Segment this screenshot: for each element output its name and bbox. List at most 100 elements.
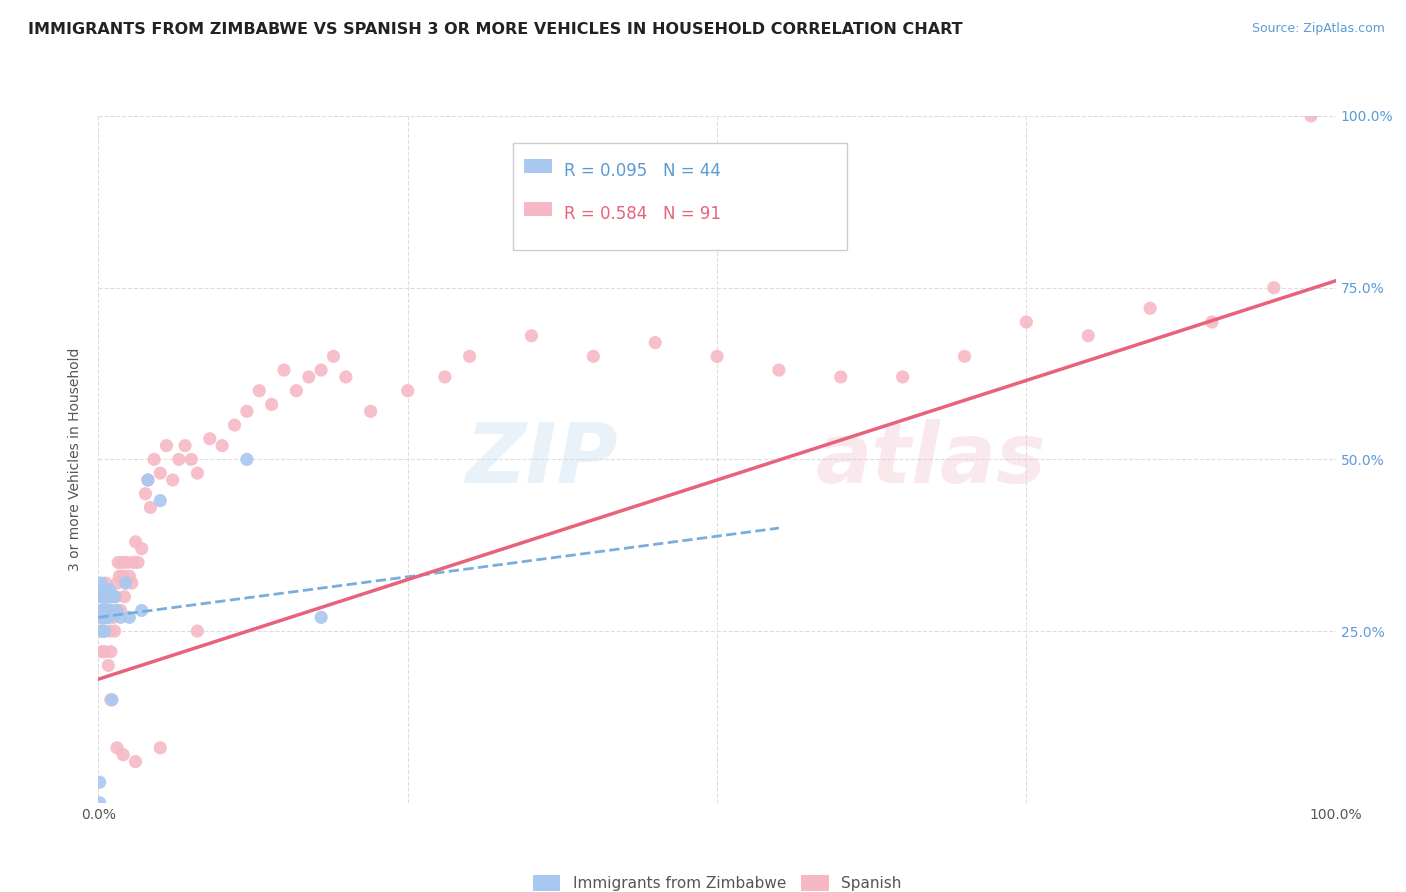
Point [118, 569, 141, 583]
Point [1201, 315, 1223, 329]
Point [90, 590, 112, 604]
Point [100, 603, 122, 617]
Point [891, 370, 914, 384]
Point [103, 590, 125, 604]
Point [93, 624, 115, 639]
Point [953, 350, 976, 364]
Point [105, 576, 128, 591]
Point [94, 590, 117, 604]
Point [1263, 281, 1285, 295]
Point [100, 692, 122, 706]
Point [93, 590, 115, 604]
Point [94, 582, 117, 597]
Point [103, 610, 125, 624]
Point [112, 590, 135, 604]
Point [167, 452, 190, 467]
Point [396, 384, 419, 398]
Point [1077, 328, 1099, 343]
Point [89, 796, 111, 810]
Point [1299, 109, 1322, 123]
Point [105, 603, 128, 617]
Point [93, 610, 115, 624]
Point [131, 541, 153, 556]
Point [143, 452, 166, 467]
Text: R = 0.095   N = 44: R = 0.095 N = 44 [564, 162, 720, 180]
Point [103, 624, 125, 639]
Point [322, 350, 344, 364]
Point [91, 624, 114, 639]
Point [90, 624, 112, 639]
Point [768, 363, 790, 377]
Point [1139, 301, 1161, 316]
Point [309, 610, 332, 624]
Point [91, 610, 114, 624]
Text: ZIP: ZIP [465, 419, 619, 500]
Point [98, 582, 121, 597]
Point [94, 590, 117, 604]
Point [96, 590, 118, 604]
Point [98, 590, 121, 604]
Point [706, 350, 728, 364]
Point [93, 610, 115, 624]
Point [114, 576, 136, 591]
Point [93, 590, 115, 604]
Point [97, 603, 120, 617]
Point [236, 404, 259, 418]
Point [93, 603, 115, 617]
Point [96, 590, 118, 604]
Point [644, 335, 666, 350]
Point [360, 404, 382, 418]
Point [298, 370, 321, 384]
Point [236, 452, 259, 467]
Point [101, 590, 124, 604]
Point [174, 439, 197, 453]
Point [91, 603, 114, 617]
Point [186, 624, 208, 639]
Point [91, 610, 114, 624]
Point [335, 370, 357, 384]
Point [93, 645, 115, 659]
Text: Source: ZipAtlas.com: Source: ZipAtlas.com [1251, 22, 1385, 36]
Point [180, 452, 202, 467]
Point [91, 590, 114, 604]
Point [131, 603, 153, 617]
Point [211, 439, 233, 453]
Point [94, 610, 117, 624]
Point [90, 603, 112, 617]
Point [93, 582, 115, 597]
Point [115, 555, 138, 570]
Point [458, 350, 481, 364]
Point [260, 397, 283, 411]
Point [91, 610, 114, 624]
Text: IMMIGRANTS FROM ZIMBABWE VS SPANISH 3 OR MORE VEHICLES IN HOUSEHOLD CORRELATION : IMMIGRANTS FROM ZIMBABWE VS SPANISH 3 OR… [28, 22, 963, 37]
Y-axis label: 3 or more Vehicles in Household: 3 or more Vehicles in Household [69, 348, 83, 571]
Point [136, 473, 159, 487]
Point [107, 555, 129, 570]
Point [100, 603, 122, 617]
Point [155, 439, 177, 453]
Point [433, 370, 456, 384]
Point [91, 590, 114, 604]
Point [122, 555, 145, 570]
Point [162, 473, 184, 487]
Point [94, 603, 117, 617]
Point [136, 473, 159, 487]
Point [149, 466, 172, 480]
Point [104, 590, 127, 604]
Legend: Immigrants from Zimbabwe, Spanish: Immigrants from Zimbabwe, Spanish [527, 869, 907, 892]
Point [97, 603, 120, 617]
Text: atlas: atlas [815, 419, 1046, 500]
Point [101, 692, 124, 706]
Point [90, 603, 112, 617]
Point [97, 610, 120, 624]
Point [273, 363, 295, 377]
Point [93, 590, 115, 604]
Point [1015, 315, 1038, 329]
Point [121, 576, 143, 591]
Point [90, 576, 112, 591]
Point [149, 740, 172, 755]
Point [186, 466, 208, 480]
Point [247, 384, 270, 398]
Point [111, 555, 134, 570]
Point [830, 370, 852, 384]
